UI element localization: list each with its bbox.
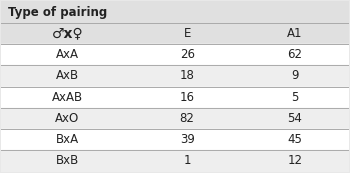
Text: 39: 39 [180,133,195,146]
Text: 12: 12 [287,154,302,167]
Text: 9: 9 [291,69,299,82]
Text: 45: 45 [287,133,302,146]
Bar [1,65,349,86]
Text: AxAB: AxAB [52,91,83,104]
Bar [1,150,349,172]
Text: AxB: AxB [56,69,79,82]
Bar [1,108,349,129]
Bar [1,1,349,44]
Text: ♂x♀: ♂x♀ [51,26,83,40]
Text: AxA: AxA [56,48,79,61]
Text: E: E [183,27,191,40]
Text: 18: 18 [180,69,195,82]
Text: Type of pairing: Type of pairing [8,6,107,19]
Text: 62: 62 [287,48,302,61]
Text: 54: 54 [287,112,302,125]
Text: AxO: AxO [55,112,79,125]
Text: BxB: BxB [56,154,79,167]
Text: 16: 16 [180,91,195,104]
Text: 82: 82 [180,112,195,125]
Bar [1,86,349,108]
Text: 26: 26 [180,48,195,61]
Bar [1,44,349,65]
Bar [1,129,349,150]
Text: A1: A1 [287,27,302,40]
Text: BxA: BxA [56,133,79,146]
Text: 1: 1 [183,154,191,167]
Text: 5: 5 [291,91,299,104]
